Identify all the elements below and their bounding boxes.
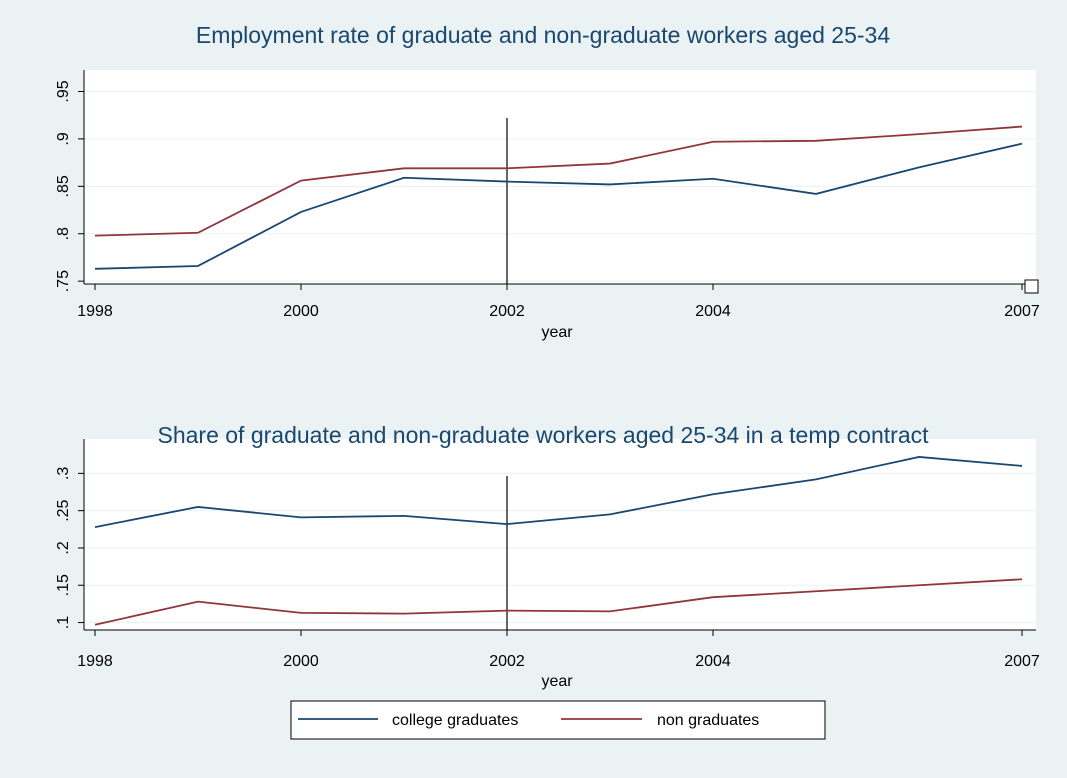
legend-box — [290, 700, 826, 740]
plot-area — [84, 70, 1036, 284]
chart-title: Employment rate of graduate and non-grad… — [196, 22, 890, 48]
x-axis-label: year — [541, 324, 573, 341]
temp-contract-panel: Share of graduate and non-graduate worke… — [55, 422, 1040, 690]
chart-title: Share of graduate and non-graduate worke… — [158, 422, 930, 448]
x-tick-label: 2004 — [695, 653, 731, 670]
x-axis-label: year — [541, 673, 573, 690]
series-line-non-graduates — [94, 125, 1023, 237]
y-tick-label: .3 — [55, 467, 72, 480]
legend: college graduates non graduates — [290, 700, 826, 740]
x-tick-label: 2000 — [283, 303, 319, 320]
y-tick-label: .1 — [55, 616, 72, 629]
y-tick-label: .25 — [55, 499, 72, 521]
y-tick-label: .85 — [55, 175, 72, 197]
x-tick-label: 2007 — [1004, 303, 1040, 320]
x-tick-label: 1998 — [77, 303, 113, 320]
employment-rate-panel: Employment rate of graduate and non-grad… — [55, 22, 1040, 341]
series-line-college-graduates — [94, 456, 1023, 528]
y-tick-label: .15 — [55, 574, 72, 596]
y-tick-label: .9 — [55, 132, 72, 145]
series-line-college-graduates — [94, 142, 1023, 270]
series-line-non-graduates — [94, 578, 1023, 626]
x-tick-label: 2004 — [695, 303, 731, 320]
y-tick-label: .75 — [55, 270, 72, 292]
y-tick-label: .95 — [55, 80, 72, 102]
legend-label: college graduates — [392, 712, 518, 729]
axis-end-marker — [1024, 279, 1039, 294]
legend-label: non graduates — [657, 712, 759, 729]
y-tick-label: .2 — [55, 541, 72, 554]
x-tick-label: 2007 — [1004, 653, 1040, 670]
x-tick-label: 2002 — [489, 653, 525, 670]
plot-area — [84, 439, 1036, 630]
x-tick-label: 1998 — [77, 653, 113, 670]
x-tick-label: 2002 — [489, 303, 525, 320]
y-tick-label: .8 — [55, 227, 72, 240]
x-tick-label: 2000 — [283, 653, 319, 670]
